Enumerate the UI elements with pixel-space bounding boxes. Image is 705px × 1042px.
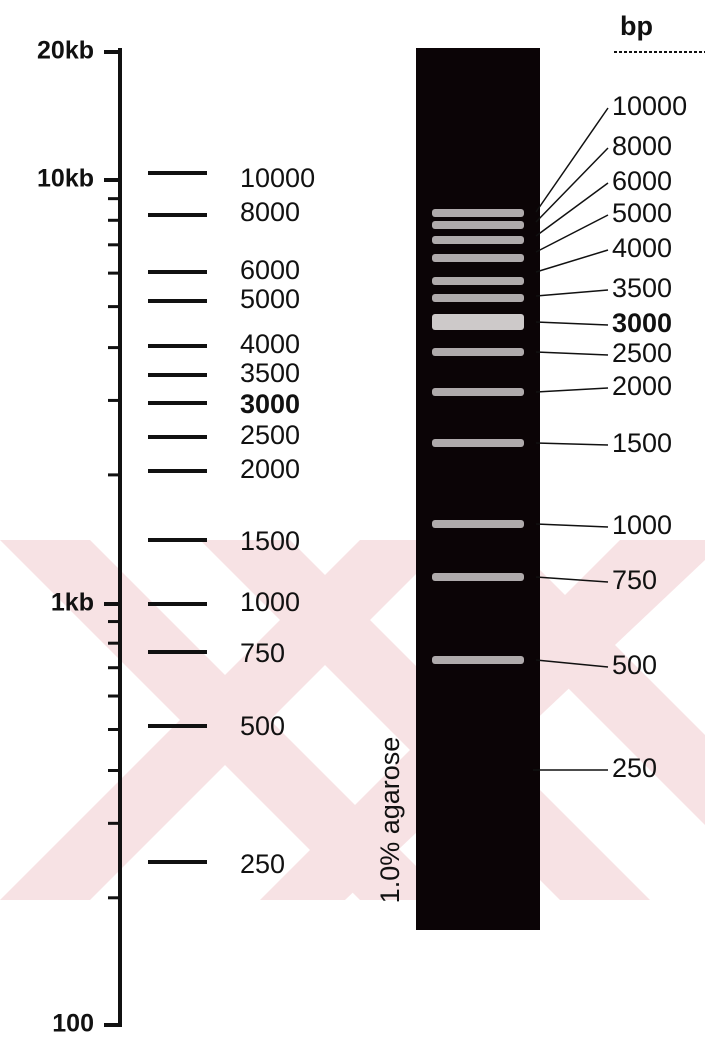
ladder-label: 5000 (240, 284, 300, 314)
gel-band (432, 348, 524, 356)
gel-label: 1.0% agarose (375, 737, 405, 904)
band-leader (536, 388, 608, 392)
gel-band-label: 3000 (612, 308, 672, 338)
gel-band-label: 2500 (612, 338, 672, 368)
band-leader (536, 183, 608, 236)
ladder-label: 3000 (240, 389, 300, 419)
axis-label: 10kb (37, 165, 94, 193)
gel-band (432, 314, 524, 330)
ladder-label: 1000 (240, 587, 300, 617)
axis-label: 20kb (37, 37, 94, 65)
gel-band-label: 10000 (612, 91, 687, 121)
band-leader (536, 352, 608, 355)
gel-band-label: 250 (612, 753, 657, 783)
axis-label: 100 (52, 1010, 94, 1038)
gel-band (432, 294, 524, 302)
ladder-label: 10000 (240, 163, 315, 193)
gel-band (432, 277, 524, 285)
unit-label: bp (620, 11, 653, 41)
gel-band-label: 1500 (612, 428, 672, 458)
gel-band (432, 656, 524, 664)
gel-band (432, 520, 524, 528)
gel-band (432, 209, 524, 217)
gel-band-label: 750 (612, 565, 657, 595)
gel-band-label: 1000 (612, 510, 672, 540)
ladder-label: 2500 (240, 420, 300, 450)
band-leader (536, 215, 608, 252)
gel-band (432, 573, 524, 581)
gel-band (432, 388, 524, 396)
gel-band (432, 236, 524, 244)
band-leader (536, 290, 608, 296)
gel-band-label: 2000 (612, 371, 672, 401)
band-leader (536, 322, 608, 325)
watermark (0, 540, 705, 900)
ladder-label: 8000 (240, 197, 300, 227)
ladder-label: 6000 (240, 255, 300, 285)
axis-label: 1kb (51, 589, 94, 617)
figure: bp 1.0% agarose 20kb 10kb 1kb 100 10000 8000 6… (0, 0, 705, 1042)
gel-band (432, 254, 524, 262)
gel-band-label: 500 (612, 650, 657, 680)
band-leader (536, 250, 608, 272)
ladder-label: 750 (240, 638, 285, 668)
gel-band-label: 8000 (612, 131, 672, 161)
ladder-label: 1500 (240, 526, 300, 556)
gel-lane (416, 48, 540, 930)
gel-band (432, 221, 524, 229)
band-leader (536, 524, 608, 527)
ladder-label: 4000 (240, 329, 300, 359)
gel-band (432, 439, 524, 447)
band-leader (536, 443, 608, 445)
ladder-label: 2000 (240, 454, 300, 484)
ladder-label: 250 (240, 849, 285, 879)
ladder-label: 500 (240, 711, 285, 741)
gel-band-label: 4000 (612, 233, 672, 263)
gel-band-label: 3500 (612, 273, 672, 303)
gel-band-label: 5000 (612, 198, 672, 228)
ladder-label: 3500 (240, 358, 300, 388)
gel-band-label: 6000 (612, 166, 672, 196)
